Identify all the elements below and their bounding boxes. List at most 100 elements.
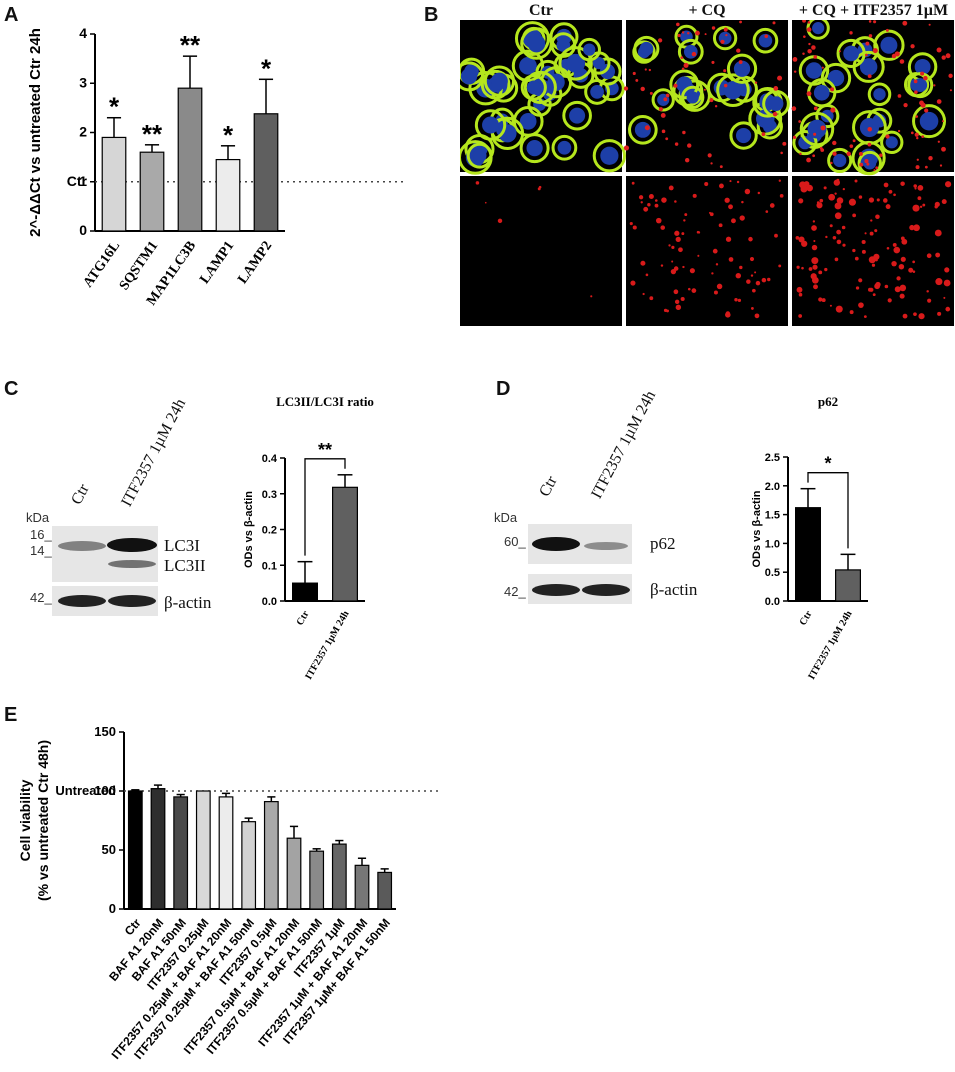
puncta: [913, 79, 918, 84]
puncta: [945, 53, 951, 59]
puncta: [697, 254, 700, 257]
bar: [241, 821, 257, 910]
y-tick-label: 150: [94, 724, 116, 739]
cell-membrane: [523, 70, 557, 104]
puncta: [723, 83, 728, 88]
x-tick-label: LAMP2: [235, 239, 275, 287]
puncta: [917, 196, 922, 201]
y-tick-label: 0.1: [262, 560, 277, 572]
puncta: [711, 26, 716, 30]
significance-mark: **: [318, 440, 332, 460]
puncta: [704, 182, 709, 187]
puncta: [680, 296, 685, 302]
puncta: [713, 290, 718, 295]
puncta: [868, 20, 872, 23]
y-tick-label: 2: [79, 124, 87, 140]
puncta: [710, 162, 713, 165]
puncta: [821, 298, 826, 303]
significance-mark: **: [142, 119, 163, 149]
puncta: [475, 181, 480, 185]
cell-nucleus: [768, 96, 784, 112]
cell-membrane: [474, 109, 507, 141]
puncta: [677, 33, 681, 38]
puncta: [812, 220, 816, 223]
puncta: [769, 203, 775, 208]
bar: [215, 158, 241, 232]
y-tick-label: 1.5: [765, 510, 780, 522]
cell-nucleus: [807, 119, 827, 139]
puncta: [640, 86, 645, 92]
puncta: [812, 264, 818, 270]
puncta: [919, 205, 923, 208]
blot-c-band-actin: β-actin: [164, 593, 212, 612]
puncta: [683, 62, 689, 68]
puncta: [935, 252, 941, 258]
puncta: [754, 313, 760, 319]
significance-mark: *: [261, 53, 272, 83]
puncta: [663, 308, 668, 313]
puncta: [941, 199, 947, 205]
puncta: [900, 181, 905, 186]
puncta: [674, 142, 679, 146]
puncta: [908, 267, 914, 273]
puncta: [893, 246, 901, 254]
puncta: [901, 238, 908, 245]
puncta: [813, 132, 817, 136]
puncta: [648, 68, 652, 72]
y-tick-label: 0.0: [765, 596, 780, 608]
chart-title: LC3II/LC3I ratio: [276, 394, 374, 409]
y-tick-label: 0.0: [262, 596, 277, 608]
blot-c-lane-ctr: Ctr: [68, 481, 93, 508]
blot-c-kda: kDa: [26, 510, 50, 525]
puncta: [711, 272, 714, 275]
puncta: [818, 270, 823, 275]
puncta: [868, 34, 873, 38]
cell-membrane: [799, 111, 835, 147]
western-blot-d: Ctr ITF2357 1µM 24h kDa 60_ 42_ p62 β-ac…: [490, 388, 740, 630]
bar: [309, 850, 325, 910]
puncta: [899, 59, 905, 64]
cell-nucleus: [686, 91, 699, 104]
x-tick-label: Ctr: [295, 609, 312, 628]
cell-nucleus: [798, 135, 812, 150]
puncta: [825, 235, 828, 239]
cell-nucleus: [735, 127, 752, 144]
puncta: [663, 97, 668, 102]
puncta: [671, 260, 674, 263]
cell-nucleus: [885, 136, 898, 149]
puncta: [795, 236, 800, 240]
puncta: [842, 187, 845, 191]
bar: [286, 837, 302, 910]
blot-c-lane-itf: ITF2357 1µM 24h: [118, 396, 190, 510]
puncta: [681, 31, 685, 34]
puncta: [687, 143, 692, 148]
cell-nucleus: [590, 85, 604, 99]
puncta: [673, 266, 679, 271]
puncta: [802, 20, 806, 23]
puncta: [749, 256, 755, 262]
puncta: [655, 217, 662, 224]
puncta: [873, 169, 876, 172]
puncta: [838, 50, 841, 53]
puncta: [816, 202, 823, 209]
puncta: [754, 81, 758, 84]
puncta: [725, 311, 731, 316]
cell-membrane: [551, 134, 578, 161]
puncta: [803, 181, 810, 187]
puncta: [829, 304, 832, 307]
cell-nucleus: [813, 84, 830, 101]
puncta: [689, 268, 695, 274]
puncta: [680, 56, 684, 60]
puncta: [807, 21, 811, 24]
bar: [177, 87, 203, 232]
cell-membrane: [633, 35, 660, 62]
puncta: [798, 314, 803, 318]
puncta: [780, 151, 783, 155]
puncta: [687, 32, 690, 35]
puncta: [823, 186, 827, 190]
puncta: [832, 140, 837, 146]
puncta: [834, 212, 842, 220]
puncta: [902, 20, 908, 26]
bar: [253, 113, 279, 232]
